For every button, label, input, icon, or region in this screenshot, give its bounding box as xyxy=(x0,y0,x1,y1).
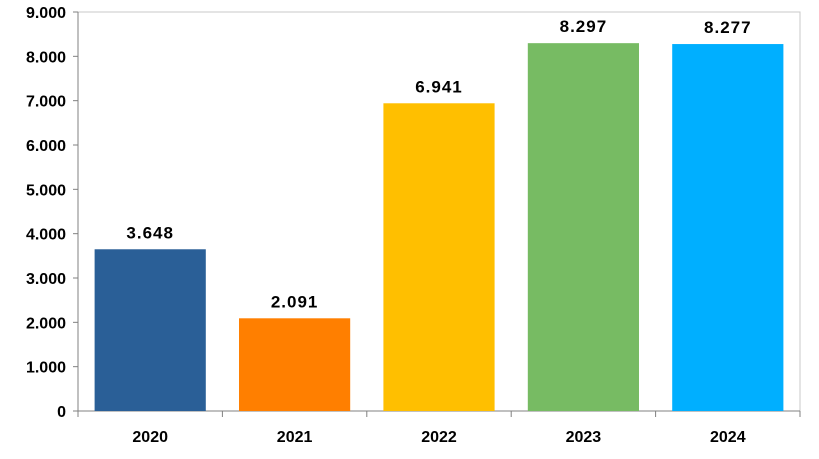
y-tick-label: 2.000 xyxy=(26,315,66,332)
x-tick-label: 2022 xyxy=(421,429,457,446)
y-tick-label: 6.000 xyxy=(26,138,66,155)
data-labels: 3.648 2.091 6.941 8.297 8.277 xyxy=(126,17,752,311)
y-tick-label: 4.000 xyxy=(26,227,66,244)
bars xyxy=(94,43,784,412)
x-tick-label: 2023 xyxy=(566,429,602,446)
y-tick-label: 3.000 xyxy=(26,271,66,288)
bar-2021 xyxy=(239,318,351,411)
x-axis: 2020 2021 2022 2023 2024 xyxy=(77,410,801,446)
bar-2023 xyxy=(527,43,639,412)
y-tick-label: 5.000 xyxy=(26,182,66,199)
bar-2024 xyxy=(672,44,784,411)
x-tick-label: 2021 xyxy=(277,429,313,446)
data-label-2024: 8.277 xyxy=(704,18,752,37)
data-label-2020: 3.648 xyxy=(126,223,174,242)
y-tick-label: 1.000 xyxy=(26,360,66,377)
bar-2022 xyxy=(383,103,495,411)
y-tick-label: 9.000 xyxy=(26,5,66,22)
y-tick-label: 0 xyxy=(57,404,66,421)
x-tick-label: 2024 xyxy=(710,429,746,446)
y-tick-label: 7.000 xyxy=(26,94,66,111)
y-tick-label: 8.000 xyxy=(26,49,66,66)
y-axis: 0 1.000 2.000 3.000 4.000 5.000 6.000 7.000 8.00… xyxy=(26,5,79,421)
bar-2020 xyxy=(94,249,206,411)
data-label-2021: 2.091 xyxy=(271,292,319,311)
data-label-2022: 6.941 xyxy=(415,77,463,96)
data-label-2023: 8.297 xyxy=(560,17,608,36)
x-tick-label: 2020 xyxy=(132,429,168,446)
